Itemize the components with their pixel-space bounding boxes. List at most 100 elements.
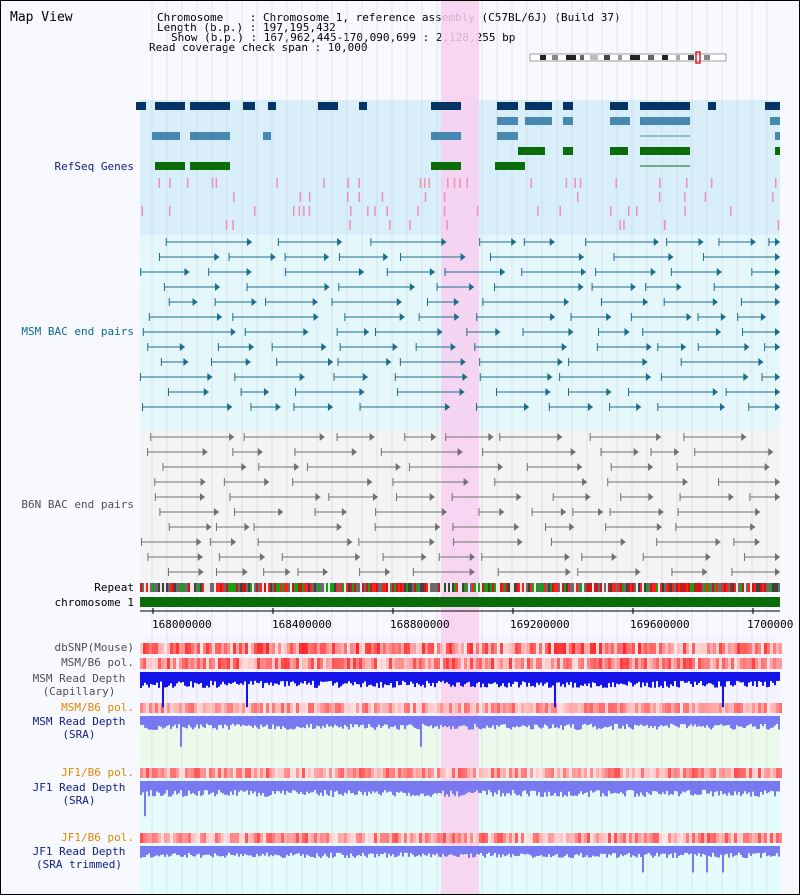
jf1-depth-trim-bar bbox=[612, 846, 614, 854]
msm-depth-sra-bar bbox=[696, 716, 698, 727]
jf1-depth-trim-bar bbox=[234, 846, 236, 856]
jf1-depth-trim-bar bbox=[290, 846, 292, 853]
msm-b6-pol-heat-cell bbox=[554, 658, 557, 669]
msm-b6-pol-heat-cell bbox=[209, 658, 212, 669]
msm-b6-pol-heat-cell bbox=[773, 703, 776, 713]
msm-depth-cap-bar bbox=[290, 672, 292, 683]
chromosome-bar bbox=[140, 597, 780, 607]
jf1-depth-trim-bar bbox=[706, 846, 708, 873]
msm-b6-pol-heat-cell bbox=[425, 658, 428, 669]
jf1-b6-pol-heat-cell bbox=[278, 833, 281, 843]
jf1-depth-trim-bar bbox=[314, 846, 316, 858]
msm-depth-sra-bar bbox=[428, 716, 430, 727]
jf1-b6-pol-heat-cell bbox=[272, 833, 275, 843]
jf1-b6-pol-heat-cell bbox=[383, 768, 386, 778]
dbsnp-heat-cell bbox=[584, 643, 587, 654]
dbsnp-heat-cell bbox=[197, 643, 200, 654]
jf1-b6-pol-heat-cell bbox=[398, 833, 401, 843]
jf1-b6-pol-heat-cell bbox=[173, 768, 176, 778]
gene-marker bbox=[215, 178, 218, 188]
jf1-depth-trim-bar bbox=[632, 846, 634, 856]
msm-depth-sra-bar bbox=[486, 716, 488, 726]
msm-depth-sra-bar bbox=[634, 716, 636, 725]
jf1-b6-pol-heat-cell bbox=[611, 833, 614, 843]
jf1-b6-pol-heat-cell bbox=[647, 833, 650, 843]
msm-b6-pol-heat-cell bbox=[266, 658, 269, 669]
jf1-b6-pol-heat-cell bbox=[413, 768, 416, 778]
msm-b6-pol-heat-cell bbox=[611, 658, 614, 669]
msm-depth-cap-bar bbox=[276, 672, 278, 684]
gene-marker bbox=[443, 206, 446, 216]
repeat-block bbox=[682, 583, 684, 592]
jf1-b6-pol-heat-cell bbox=[314, 768, 317, 778]
jf1-depth-trim-bar bbox=[218, 846, 220, 857]
axis-tick-label: 168000000 bbox=[152, 618, 212, 631]
jf1-depth-trim-bar bbox=[762, 846, 764, 854]
jf1-b6-pol-heat-cell bbox=[734, 768, 737, 778]
jf1-b6-pol-heat-cell bbox=[257, 833, 260, 843]
repeat-block bbox=[604, 583, 606, 592]
jf1-depth-sra-bar bbox=[756, 781, 758, 797]
jf1-depth-sra-bar bbox=[472, 781, 474, 794]
msm-b6-pol-heat-cell bbox=[404, 658, 407, 669]
jf1-depth-sra-bar bbox=[488, 781, 490, 790]
msm-b6-pol-heat-cell bbox=[500, 658, 503, 669]
jf1-b6-pol-heat-cell bbox=[143, 833, 146, 843]
msm-b6-pol-heat-cell bbox=[725, 658, 728, 669]
repeat-block bbox=[232, 583, 234, 592]
jf1-b6-pol-heat-cell bbox=[263, 768, 266, 778]
msm-b6-pol-heat-cell bbox=[743, 658, 746, 669]
repeat-block bbox=[756, 583, 758, 592]
msm-depth-cap-bar bbox=[756, 672, 758, 687]
jf1-depth-trim-bar bbox=[238, 846, 240, 857]
repeat-block bbox=[602, 583, 604, 592]
msm-b6-pol-heat-cell bbox=[737, 658, 740, 669]
jf1-depth-trim-bar bbox=[244, 846, 246, 854]
msm-depth-cap-bar bbox=[434, 672, 436, 688]
repeat-block bbox=[778, 583, 780, 592]
msm-depth-sra-bar bbox=[320, 716, 322, 729]
msm-b6-pol-heat-cell bbox=[734, 703, 737, 713]
msm-depth-cap-bar bbox=[254, 672, 256, 681]
msm-depth-cap-bar bbox=[706, 672, 708, 685]
msm-depth-sra-bar bbox=[338, 716, 340, 728]
jf1-depth-sra-bar bbox=[560, 781, 562, 792]
jf1-b6-pol-heat-cell bbox=[149, 833, 152, 843]
track-label-b6n-bac[interactable]: B6N BAC end pairs bbox=[21, 498, 134, 511]
repeat-block bbox=[514, 583, 516, 592]
gene-marker bbox=[349, 220, 351, 230]
repeat-block bbox=[322, 583, 324, 592]
jf1-b6-pol-heat-cell bbox=[680, 768, 683, 778]
msm-b6-pol-heat-cell bbox=[458, 658, 461, 669]
msm-depth-sra-bar bbox=[416, 716, 418, 729]
jf1-depth-trim-bar bbox=[724, 846, 726, 855]
jf1-depth-sra-bar bbox=[664, 781, 666, 795]
msm-depth-sra-bar bbox=[678, 716, 680, 728]
repeat-block bbox=[254, 583, 256, 592]
jf1-depth-sra-bar bbox=[592, 781, 594, 793]
jf1-b6-pol-heat-cell bbox=[377, 833, 380, 843]
dbsnp-heat-cell bbox=[596, 643, 599, 654]
msm-depth-sra-bar bbox=[570, 716, 572, 728]
jf1-b6-pol-heat-cell bbox=[224, 833, 227, 843]
gene-marker bbox=[684, 206, 686, 216]
repeat-block bbox=[312, 583, 314, 592]
msm-depth-cap-bar bbox=[256, 672, 258, 683]
msm-b6-pol-heat-cell bbox=[677, 658, 680, 669]
track-label-msm-bac[interactable]: MSM BAC end pairs bbox=[21, 325, 134, 338]
msm-depth-cap-bar bbox=[166, 672, 168, 687]
repeat-block bbox=[580, 583, 582, 592]
repeat-block bbox=[544, 583, 546, 592]
jf1-depth-trim-bar bbox=[698, 846, 700, 854]
dbsnp-heat-cell bbox=[662, 643, 665, 654]
msm-b6-pol-heat-cell bbox=[572, 658, 575, 669]
track-label-refseq[interactable]: RefSeq Genes bbox=[54, 160, 134, 173]
repeat-block bbox=[776, 583, 778, 592]
jf1-depth-sra-bar bbox=[352, 781, 354, 793]
jf1-b6-pol-heat-cell bbox=[347, 768, 350, 778]
msm-b6-pol-heat-cell bbox=[194, 658, 197, 669]
msm-depth-cap-bar bbox=[620, 672, 622, 684]
jf1-depth-sra-bar bbox=[346, 781, 348, 794]
jf1-b6-pol-heat-cell bbox=[143, 768, 146, 778]
